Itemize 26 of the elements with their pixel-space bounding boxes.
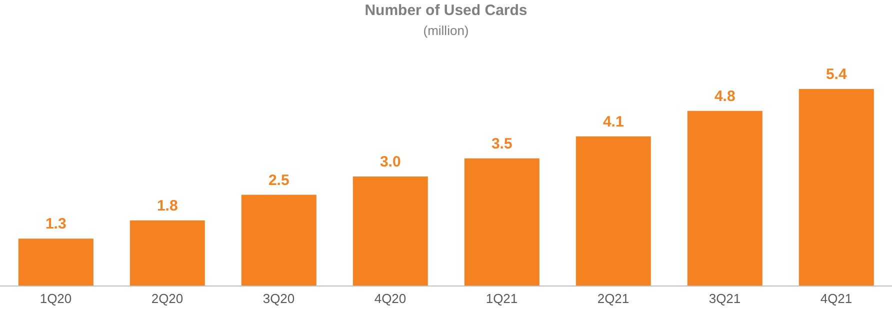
x-tick-label: 4Q21: [820, 291, 852, 306]
data-label: 3.5: [491, 135, 512, 152]
data-label: 2.5: [268, 172, 290, 189]
data-label: 3.0: [380, 154, 401, 171]
x-tick-label: 2Q20: [151, 291, 184, 306]
chart-title: Number of Used Cards: [364, 2, 528, 19]
data-label: 5.4: [826, 66, 848, 83]
data-label: 1.3: [45, 216, 66, 233]
data-label: 4.1: [602, 113, 624, 130]
x-tick-label: 1Q21: [486, 291, 518, 306]
data-label: 4.8: [714, 88, 736, 105]
x-tick-label: 2Q21: [597, 291, 630, 306]
bar: [241, 194, 316, 286]
data-label: 1.8: [156, 197, 178, 214]
bar: [798, 89, 874, 286]
bar: [352, 176, 428, 286]
x-tick-label: 1Q20: [40, 291, 72, 306]
bar: [18, 238, 94, 286]
x-tick-label: 3Q21: [708, 291, 741, 306]
x-tick-label: 4Q20: [374, 291, 406, 306]
bar: [687, 110, 762, 286]
x-tick-label: 3Q20: [262, 291, 295, 306]
chart-subtitle: (million): [422, 23, 470, 38]
bar: [576, 136, 651, 286]
bar: [130, 220, 205, 286]
bar: [464, 158, 540, 286]
